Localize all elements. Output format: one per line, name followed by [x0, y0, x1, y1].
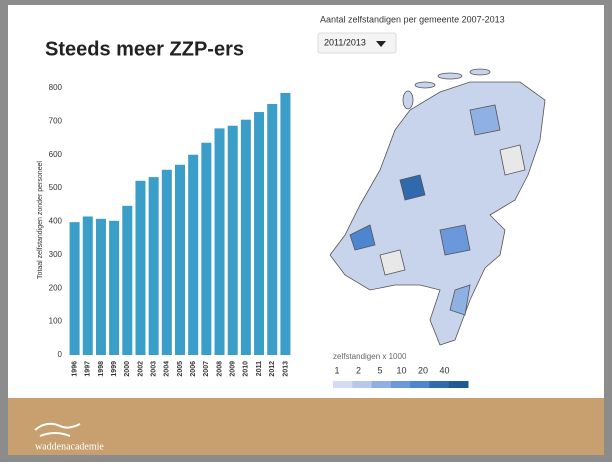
region [469, 104, 501, 136]
x-tick-label: 2007 [203, 361, 210, 377]
country [329, 81, 546, 346]
logo-icon [34, 422, 81, 437]
region [449, 284, 471, 316]
y-tick-label: 0 [58, 350, 63, 359]
y-axis-label: Totaal zelfstandigen zonder personeel [37, 161, 44, 279]
legend-swatch [371, 381, 392, 388]
x-tick-label: 2009 [230, 361, 237, 377]
legend-swatch [410, 381, 430, 388]
legend-title: zelfstandigen x 1000 [333, 352, 407, 361]
logo-text: waddenacademie [35, 441, 104, 452]
bar [254, 112, 265, 355]
dropdown-arrow [376, 41, 386, 47]
dropdown-label: 2011/2013 [324, 37, 366, 47]
legend-tick-label: 20 [418, 365, 428, 375]
slide-title: Steeds meer ZZP-ers [45, 38, 244, 60]
x-tick-label: 2012 [269, 361, 276, 377]
island [469, 68, 491, 76]
x-tick-label: 1998 [98, 361, 105, 377]
region [499, 144, 526, 176]
y-tick-label: 600 [49, 150, 63, 159]
x-tick-label: 2013 [282, 361, 289, 377]
x-tick-label: 2011 [256, 361, 263, 376]
x-tick-label: 2002 [137, 361, 144, 377]
dropdown[interactable] [317, 32, 397, 54]
legend-swatch [448, 381, 469, 388]
legend-tick-label: 10 [396, 365, 406, 375]
bar [174, 164, 186, 355]
y-tick-label: 500 [49, 183, 63, 192]
legend-tick-label: 1 [334, 365, 339, 375]
y-tick-label: 800 [49, 83, 63, 92]
footer-band [8, 398, 604, 455]
x-tick-label: 1999 [111, 361, 118, 377]
region [349, 224, 376, 251]
bar [122, 205, 133, 355]
region [379, 249, 406, 276]
island [402, 90, 414, 110]
legend-swatch [333, 381, 353, 388]
legend-tick-label: 5 [377, 365, 382, 375]
island [437, 72, 463, 80]
region [439, 224, 471, 256]
map [329, 68, 546, 346]
y-tick-label: 200 [49, 283, 63, 292]
y-tick-label: 700 [49, 116, 63, 125]
bar [267, 104, 278, 356]
bar [69, 222, 80, 355]
bar [227, 125, 238, 356]
bar [161, 169, 172, 355]
bar [95, 218, 106, 355]
x-tick-label: 1997 [85, 361, 92, 377]
bar [240, 119, 251, 355]
bar [280, 93, 291, 355]
bar [214, 128, 225, 355]
region [399, 174, 426, 201]
bar [148, 177, 159, 355]
x-tick-label: 2004 [164, 361, 171, 377]
bar [201, 142, 212, 355]
x-tick-label: 2008 [216, 361, 223, 377]
map-title: Aantal zelfstandigen per gemeente 2007-2… [320, 14, 505, 24]
legend-swatch [352, 381, 373, 388]
island [414, 81, 436, 89]
x-tick-label: 2010 [243, 361, 250, 377]
bar [109, 220, 120, 355]
bar [135, 180, 146, 355]
bar [188, 154, 199, 355]
x-tick-label: 2003 [150, 361, 157, 377]
legend-swatch [429, 381, 450, 388]
legend-tick-label: 2 [356, 365, 361, 375]
bar [82, 216, 93, 355]
y-tick-label: 400 [49, 217, 63, 226]
legend-swatch [390, 381, 411, 388]
legend-tick-label: 40 [439, 365, 449, 375]
y-tick-label: 300 [49, 250, 63, 259]
y-tick-label: 100 [49, 317, 63, 326]
x-tick-label: 2000 [124, 361, 131, 377]
x-tick-label: 1996 [71, 361, 78, 377]
x-tick-label: 2006 [190, 361, 197, 377]
x-tick-label: 2005 [177, 361, 184, 377]
